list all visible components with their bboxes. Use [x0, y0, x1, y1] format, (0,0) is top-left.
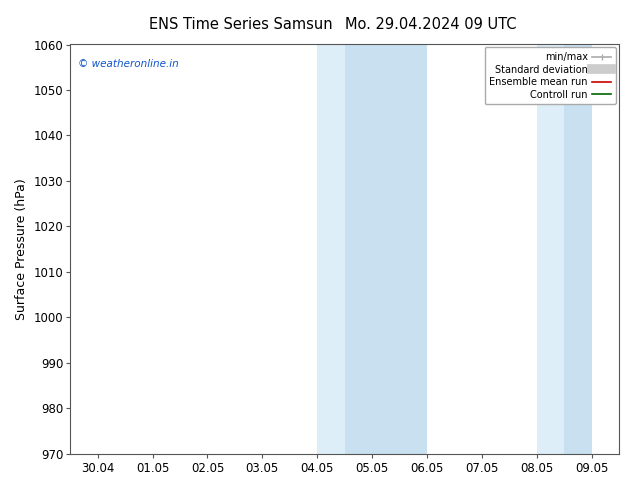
Title: ENS Time Series Samsun     Mo. 29.04.2024 09 UTC: ENS Time Series Samsun Mo. 29.04.2024 09… — [0, 489, 1, 490]
Y-axis label: Surface Pressure (hPa): Surface Pressure (hPa) — [15, 178, 28, 320]
Bar — [564, 45, 592, 454]
Bar — [345, 45, 372, 454]
Text: ENS Time Series Samsun: ENS Time Series Samsun — [149, 17, 333, 32]
Text: Mo. 29.04.2024 09 UTC: Mo. 29.04.2024 09 UTC — [346, 17, 517, 32]
Legend: min/max, Standard deviation, Ensemble mean run, Controll run: min/max, Standard deviation, Ensemble me… — [484, 48, 616, 104]
Bar — [317, 45, 372, 454]
Text: © weatheronline.in: © weatheronline.in — [79, 59, 179, 69]
Bar — [372, 45, 427, 454]
Bar — [537, 45, 592, 454]
